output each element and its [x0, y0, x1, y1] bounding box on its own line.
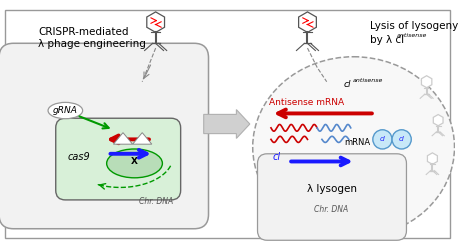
Text: antisense: antisense — [353, 78, 383, 83]
Circle shape — [392, 130, 411, 149]
FancyBboxPatch shape — [56, 118, 181, 200]
Polygon shape — [299, 12, 316, 32]
Text: cl: cl — [273, 152, 281, 162]
Text: Chr. DNA: Chr. DNA — [138, 197, 173, 206]
Polygon shape — [133, 133, 152, 144]
Text: Chr. DNA: Chr. DNA — [314, 205, 349, 214]
FancyBboxPatch shape — [5, 10, 450, 238]
Ellipse shape — [48, 102, 82, 119]
Text: λ phage engineering: λ phage engineering — [38, 39, 146, 49]
FancyBboxPatch shape — [257, 154, 407, 240]
Ellipse shape — [107, 149, 163, 178]
Text: gRNA: gRNA — [53, 106, 78, 115]
Text: by λ cl: by λ cl — [370, 35, 404, 45]
FancyArrow shape — [204, 110, 250, 138]
Text: cas9: cas9 — [67, 152, 90, 162]
Polygon shape — [147, 12, 164, 32]
Polygon shape — [433, 115, 443, 126]
Text: cI: cI — [399, 136, 405, 142]
Text: Lysis of lysogeny: Lysis of lysogeny — [370, 21, 458, 31]
Polygon shape — [428, 153, 438, 164]
Text: CRISPR-mediated: CRISPR-mediated — [38, 27, 129, 37]
Text: λ lysogen: λ lysogen — [307, 184, 356, 194]
Circle shape — [373, 130, 392, 149]
Polygon shape — [421, 76, 432, 88]
Text: mRNA: mRNA — [344, 138, 370, 147]
Text: cI: cI — [379, 136, 385, 142]
Text: antisense: antisense — [397, 33, 427, 38]
Ellipse shape — [253, 57, 455, 237]
FancyBboxPatch shape — [0, 43, 209, 229]
Text: X: X — [131, 157, 138, 166]
Text: Antisense mRNA: Antisense mRNA — [269, 98, 344, 107]
Polygon shape — [113, 133, 133, 144]
Text: cl: cl — [344, 80, 352, 89]
